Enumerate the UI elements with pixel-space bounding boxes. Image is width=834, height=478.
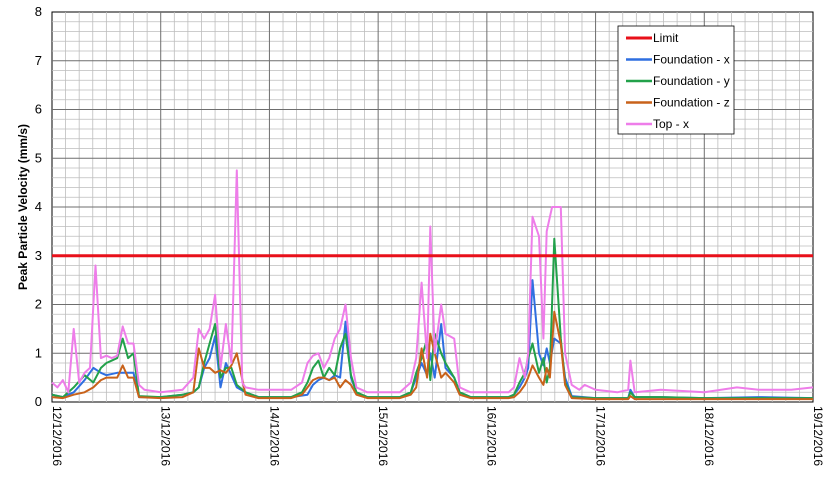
- legend-label: Foundation - x: [653, 53, 730, 67]
- x-tick-labels: 12/12/2016 13/12/2016 14/12/2016 15/12/2016…: [50, 406, 825, 466]
- y-tick-label: 5: [35, 150, 42, 165]
- series-line-3: [51, 169, 814, 394]
- y-tick-label: 2: [35, 297, 42, 312]
- x-tick-label: 15/12/2016: [376, 406, 390, 466]
- x-tick-label: 16/12/2016: [485, 406, 499, 466]
- y-tick-label: 0: [35, 394, 42, 409]
- x-tick-label: 14/12/2016: [267, 406, 281, 466]
- x-tick-label: 17/12/2016: [593, 406, 607, 466]
- x-tick-label: 12/12/2016: [50, 406, 64, 466]
- y-tick-label: 8: [35, 4, 42, 19]
- y-tick-label: 4: [35, 199, 42, 214]
- series-lines: [51, 169, 814, 401]
- legend-label: Top - x: [653, 117, 689, 131]
- x-tick-label: 13/12/2016: [159, 406, 173, 466]
- y-tick-label: 1: [35, 345, 42, 360]
- y-tick-label: 6: [35, 102, 42, 117]
- legend-label: Foundation - y: [653, 74, 730, 88]
- legend: Limit Foundation - x Foundation - y Foundat…: [617, 25, 735, 135]
- series-line-2: [51, 310, 813, 401]
- y-tick-labels: 0 1 2 3 4 5 6 7 8: [35, 4, 42, 409]
- y-tick-label: 7: [35, 53, 42, 68]
- y-tick-label: 3: [35, 248, 42, 263]
- x-tick-label: 19/12/2016: [811, 406, 825, 466]
- legend-label: Limit: [653, 31, 679, 45]
- y-axis-title: Peak Particle Velocity (mm/s): [16, 124, 30, 290]
- x-tick-label: 18/12/2016: [702, 406, 716, 466]
- legend-label: Foundation - z: [653, 96, 730, 110]
